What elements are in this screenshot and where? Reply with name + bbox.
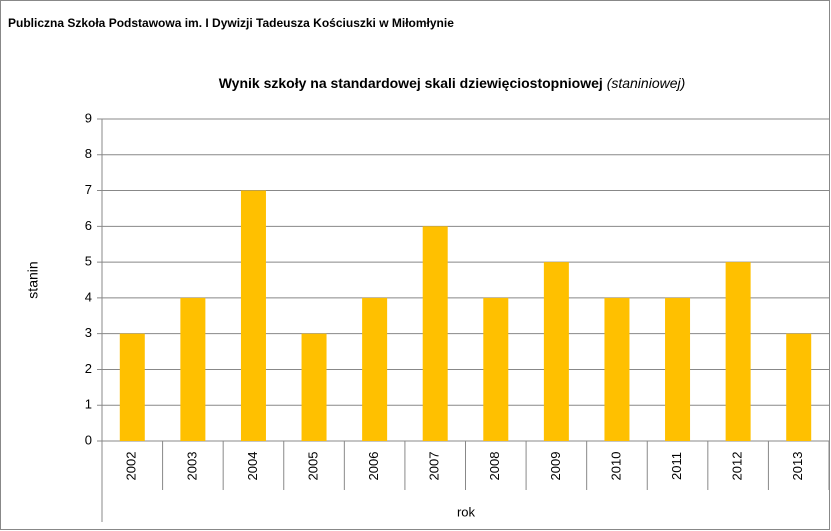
- y-tick-label: 7: [85, 182, 92, 197]
- bar: [543, 262, 569, 441]
- y-tick-label: 2: [85, 361, 92, 376]
- x-tick-label: 2003: [184, 452, 199, 481]
- x-tick-label: 2006: [366, 452, 381, 481]
- chart-title: Wynik szkoły na standardowej skali dziew…: [219, 75, 686, 91]
- y-axis-label: stanin: [25, 261, 41, 298]
- bar: [422, 226, 448, 441]
- y-tick-label: 6: [85, 218, 92, 233]
- y-tick-label: 3: [85, 325, 92, 340]
- title-main: Wynik szkoły na standardowej skali dziew…: [219, 75, 603, 91]
- y-tick-label: 8: [85, 146, 92, 161]
- y-tick-label: 9: [85, 110, 92, 125]
- bar: [362, 297, 388, 441]
- bar: [240, 190, 266, 441]
- bar: [180, 297, 206, 441]
- x-tick-label: 2013: [790, 452, 805, 481]
- bar: [725, 262, 751, 441]
- x-tick-label: 2005: [305, 452, 320, 481]
- x-tick-label: 2010: [608, 452, 623, 481]
- y-tick-label: 1: [85, 397, 92, 412]
- x-tick-label: 2009: [548, 452, 563, 481]
- bar: [301, 333, 327, 441]
- bar: [483, 297, 509, 441]
- y-tick-label: 5: [85, 254, 92, 269]
- title-note: (staniniowej): [607, 75, 686, 91]
- x-tick-label: 2004: [245, 452, 260, 481]
- bar: [786, 333, 812, 441]
- x-tick-label: 2007: [427, 452, 442, 481]
- bar: [119, 333, 145, 441]
- y-tick-label: 4: [85, 289, 92, 304]
- y-tick-label: 0: [85, 432, 92, 447]
- bar: [665, 297, 691, 441]
- x-tick-label: 2011: [669, 452, 684, 480]
- x-tick-label: 2012: [730, 452, 745, 481]
- header-title: Publiczna Szkoła Podstawowa im. I Dywizj…: [8, 16, 454, 30]
- bar: [604, 297, 630, 441]
- x-tick-label: 2002: [124, 452, 139, 481]
- x-tick-label: 2008: [487, 452, 502, 481]
- x-axis-label: rok: [457, 504, 476, 519]
